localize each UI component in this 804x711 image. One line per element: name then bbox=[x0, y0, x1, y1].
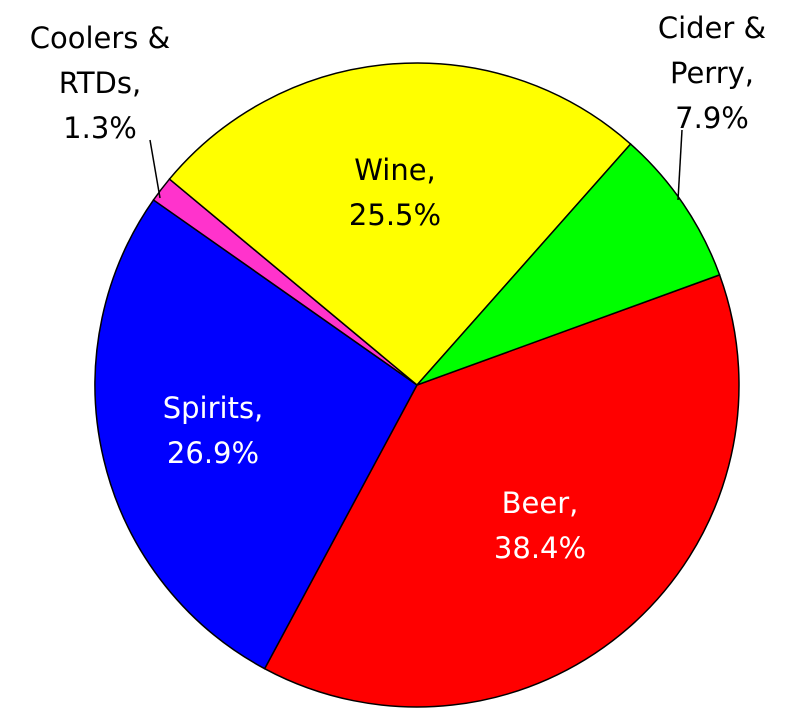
slice-value-label: 26.9% bbox=[167, 436, 259, 470]
leader-line bbox=[149, 139, 161, 199]
leader-line bbox=[677, 129, 683, 201]
slice-value-label: 7.9% bbox=[675, 101, 749, 135]
slice-value-label: 25.5% bbox=[349, 198, 441, 232]
slice-label: Coolers & bbox=[30, 21, 171, 55]
pie-slice bbox=[416, 143, 721, 386]
slice-label: Perry, bbox=[670, 56, 754, 90]
pie-slice bbox=[94, 198, 418, 670]
slice-label: RTDs, bbox=[59, 66, 141, 100]
slice-value-label: 38.4% bbox=[494, 531, 586, 565]
slice-label: Beer, bbox=[502, 486, 579, 520]
pie-slice bbox=[263, 273, 740, 708]
slice-label: Cider & bbox=[658, 11, 766, 45]
slice-label: Wine, bbox=[354, 153, 436, 187]
slice-label: Spirits, bbox=[163, 391, 264, 425]
pie-slice bbox=[168, 62, 632, 387]
slice-value-label: 1.3% bbox=[63, 111, 137, 145]
